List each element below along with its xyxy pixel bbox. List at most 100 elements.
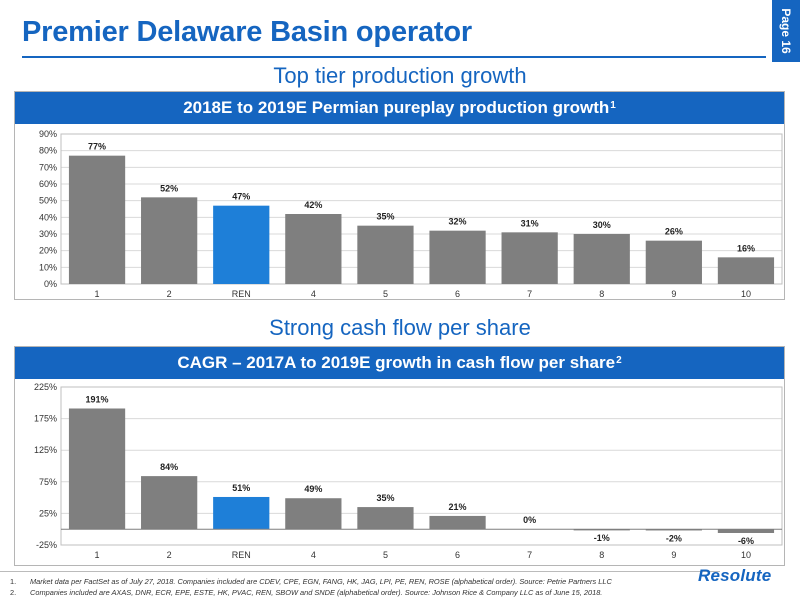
y-tick-label: 80% — [39, 146, 57, 156]
bar — [68, 155, 126, 284]
section-heading-production: Top tier production growth — [273, 63, 527, 88]
y-tick-label: 0% — [44, 279, 57, 289]
footnote: 1. Market data per FactSet as of July 27… — [10, 576, 690, 587]
chart-title-footnote: 1 — [610, 99, 616, 111]
bar — [357, 507, 414, 530]
x-tick-label: 9 — [671, 550, 676, 560]
data-label: -6% — [738, 536, 754, 546]
chart-banner: 2018E to 2019E Permian pureplay producti… — [15, 92, 784, 124]
footnote: 2. Companies included are AXAS, DNR, ECR… — [10, 587, 690, 598]
data-label: 26% — [665, 227, 683, 237]
x-tick-label: 1 — [95, 550, 100, 560]
data-label: 35% — [376, 212, 394, 222]
x-tick-label: 8 — [599, 289, 604, 299]
footnote-rule — [0, 571, 720, 572]
y-tick-label: 60% — [39, 179, 57, 189]
footnotes: 1. Market data per FactSet as of July 27… — [10, 576, 690, 598]
footnote-number: 2. — [10, 588, 17, 597]
x-tick-label: 6 — [455, 289, 460, 299]
data-label: 77% — [88, 142, 106, 152]
data-label: 32% — [449, 217, 467, 227]
page-number-tab: Page 16 — [772, 0, 800, 62]
y-tick-label: 10% — [39, 262, 57, 272]
y-tick-label: 75% — [39, 477, 57, 487]
company-logo: Resolute — [698, 566, 772, 585]
bar — [141, 197, 198, 284]
x-tick-label: 5 — [383, 289, 388, 299]
bar — [429, 515, 486, 530]
data-label: 52% — [160, 183, 178, 193]
footnote-text: Market data per FactSet as of July 27, 2… — [30, 577, 612, 586]
y-tick-label: -25% — [36, 540, 57, 550]
bar — [645, 240, 702, 284]
y-tick-label: 30% — [39, 229, 57, 239]
x-tick-label: 4 — [311, 550, 316, 560]
y-tick-label: 90% — [39, 129, 57, 139]
data-label: 191% — [86, 394, 109, 404]
y-tick-label: 40% — [39, 212, 57, 222]
data-label: 47% — [232, 192, 250, 202]
data-label: 31% — [521, 218, 539, 228]
x-tick-label: 8 — [599, 550, 604, 560]
x-tick-label: 1 — [95, 289, 100, 299]
data-label: 42% — [304, 200, 322, 210]
chart-title-footnote: 2 — [616, 354, 622, 366]
x-tick-label: 10 — [741, 289, 751, 299]
bar — [717, 257, 775, 284]
data-label: 21% — [449, 502, 467, 512]
chart-title: CAGR – 2017A to 2019E growth in cash flo… — [177, 353, 616, 372]
bar — [213, 205, 270, 284]
page-title: Premier Delaware Basin operator — [22, 16, 472, 48]
x-tick-label: 5 — [383, 550, 388, 560]
data-label: 51% — [232, 483, 250, 493]
x-tick-label: 7 — [527, 550, 532, 560]
bar — [717, 529, 775, 533]
data-label: 49% — [304, 484, 322, 494]
bar — [357, 225, 414, 284]
bar — [573, 234, 630, 284]
bar — [68, 408, 126, 530]
bar — [501, 232, 558, 284]
footnote-number: 1. — [10, 577, 17, 586]
footnote-text: Companies included are AXAS, DNR, ECR, E… — [30, 588, 603, 597]
data-label: 30% — [593, 220, 611, 230]
data-label: 0% — [523, 515, 536, 525]
y-tick-label: 25% — [39, 508, 57, 518]
chart-title: 2018E to 2019E Permian pureplay producti… — [183, 98, 610, 117]
x-tick-label: REN — [232, 289, 251, 299]
data-label: 84% — [160, 462, 178, 472]
y-tick-label: 70% — [39, 162, 57, 172]
plot-frame — [60, 386, 783, 546]
production-growth-plot: 0% 10% 20% 30% 40% 50% 60% 70% 80% 90% 77% 1 52% 2 47%… — [39, 129, 783, 299]
data-label: 16% — [737, 243, 755, 253]
title-rule — [22, 56, 766, 58]
y-tick-label: 50% — [39, 196, 57, 206]
bar — [285, 214, 342, 284]
cash-flow-chart: CAGR – 2017A to 2019E growth in cash flo… — [14, 346, 785, 566]
cash-flow-plot: -25% 25% 75% 125% 175% 225% 191% 1 84% 2 51% REN 49%… — [34, 382, 783, 560]
x-tick-label: 7 — [527, 289, 532, 299]
y-tick-label: 125% — [34, 445, 57, 455]
bar — [573, 529, 630, 531]
bar — [141, 476, 198, 530]
y-tick-label: 175% — [34, 414, 57, 424]
x-tick-label: 6 — [455, 550, 460, 560]
x-tick-label: 2 — [167, 550, 172, 560]
x-tick-label: 4 — [311, 289, 316, 299]
chart-banner: CAGR – 2017A to 2019E growth in cash flo… — [15, 347, 784, 379]
x-tick-label: REN — [232, 550, 251, 560]
data-label: -1% — [594, 533, 610, 543]
data-label: 35% — [376, 493, 394, 503]
production-growth-chart: 2018E to 2019E Permian pureplay producti… — [14, 91, 785, 300]
bar — [285, 498, 342, 530]
page-number: Page 16 — [779, 8, 793, 54]
x-tick-label: 10 — [741, 550, 751, 560]
x-tick-label: 9 — [671, 289, 676, 299]
plot-frame — [60, 133, 783, 285]
bar — [213, 496, 270, 530]
y-tick-label: 225% — [34, 382, 57, 392]
bar — [429, 230, 486, 284]
x-tick-label: 2 — [167, 289, 172, 299]
bar — [645, 529, 702, 531]
data-label: -2% — [666, 533, 682, 543]
